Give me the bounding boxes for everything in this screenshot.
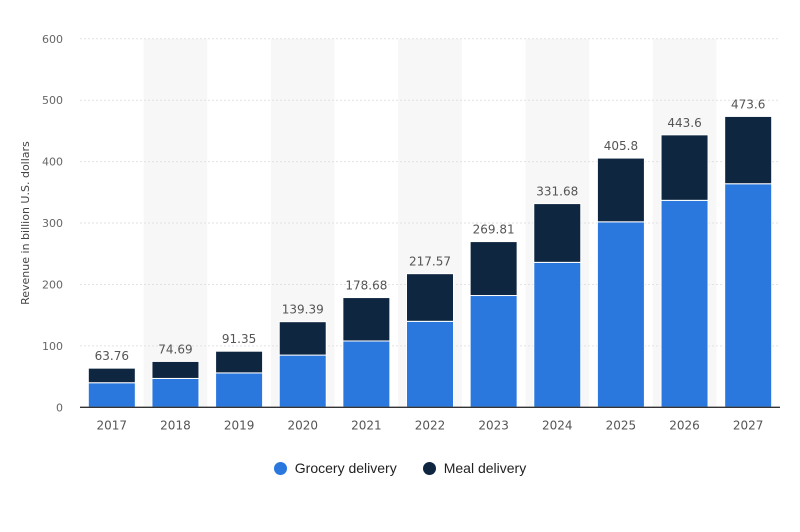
legend: Grocery delivery Meal delivery xyxy=(0,460,800,476)
bar-meal-2024 xyxy=(533,203,582,263)
x-tick-label: 2017 xyxy=(97,418,128,432)
legend-item-meal[interactable]: Meal delivery xyxy=(422,460,527,476)
y-tick-label: 300 xyxy=(42,217,63,230)
bar-meal-2023 xyxy=(469,241,518,297)
bar-meal-2020 xyxy=(278,321,327,356)
y-tick-label: 100 xyxy=(42,340,63,353)
data-label-total: 178.68 xyxy=(345,279,387,293)
data-label-total: 217.57 xyxy=(409,255,451,269)
bar-meal-2019 xyxy=(215,350,264,374)
grocery-swatch-icon xyxy=(273,461,287,475)
bar-grocery-2018 xyxy=(151,377,200,408)
data-label-total: 269.81 xyxy=(473,223,515,237)
data-label-total: 63.76 xyxy=(95,349,129,363)
y-tick-label: 600 xyxy=(42,33,63,46)
bar-meal-2022 xyxy=(406,273,454,322)
x-tick-label: 2023 xyxy=(478,418,509,432)
bar-meal-2018 xyxy=(151,360,200,379)
bar-grocery-2026 xyxy=(660,199,709,408)
x-tick-label: 2026 xyxy=(669,418,700,432)
bar-grocery-2017 xyxy=(87,382,136,408)
bar-meal-2021 xyxy=(342,297,391,342)
bar-grocery-2023 xyxy=(469,295,518,408)
y-tick-label: 0 xyxy=(56,401,63,414)
y-tick-label: 400 xyxy=(42,156,63,169)
data-label-total: 443.6 xyxy=(667,116,701,130)
x-tick-label: 2018 xyxy=(160,418,191,432)
y-tick-label: 200 xyxy=(42,278,63,291)
bar-grocery-2024 xyxy=(533,261,582,408)
x-tick-label: 2021 xyxy=(351,418,382,432)
x-tick-label: 2019 xyxy=(224,418,255,432)
data-label-total: 91.35 xyxy=(222,332,256,346)
data-label-total: 139.39 xyxy=(282,303,324,317)
bar-meal-2027 xyxy=(724,115,773,185)
x-tick-label: 2020 xyxy=(287,418,318,432)
x-tick-label: 2024 xyxy=(542,418,573,432)
bar-grocery-2020 xyxy=(278,354,327,408)
x-tick-label: 2027 xyxy=(733,418,764,432)
y-axis-label: Revenue in billion U.S. dollars xyxy=(19,141,32,305)
data-label-total: 473.6 xyxy=(731,97,765,111)
meal-swatch-icon xyxy=(422,461,436,475)
y-tick-label: 500 xyxy=(42,94,63,107)
legend-label: Grocery delivery xyxy=(294,460,397,476)
data-label-total: 331.68 xyxy=(536,185,578,199)
x-tick-label: 2022 xyxy=(415,418,446,432)
data-label-total: 405.8 xyxy=(604,139,638,153)
bar-meal-2017 xyxy=(87,367,136,384)
bar-grocery-2019 xyxy=(215,372,264,408)
legend-item-grocery[interactable]: Grocery delivery xyxy=(273,460,397,476)
legend-label: Meal delivery xyxy=(443,460,527,476)
bar-grocery-2027 xyxy=(724,183,773,408)
bar-grocery-2021 xyxy=(342,340,391,408)
bar-grocery-2025 xyxy=(596,221,645,408)
bar-meal-2025 xyxy=(596,157,645,223)
bar-meal-2026 xyxy=(660,134,709,201)
x-tick-label: 2025 xyxy=(606,418,637,432)
bar-grocery-2022 xyxy=(406,320,454,408)
data-label-total: 74.69 xyxy=(158,342,192,356)
stacked-bar-chart: 0 100 200 300 400 500 600 Revenue in billion U.… xyxy=(19,33,780,432)
